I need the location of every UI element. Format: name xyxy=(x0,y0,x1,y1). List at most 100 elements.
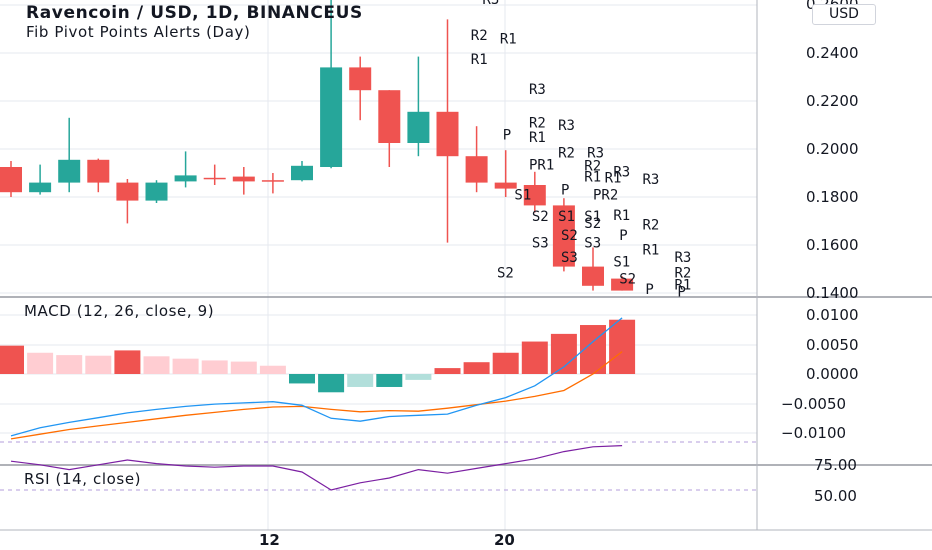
candle-body xyxy=(407,111,430,143)
pivot-label: S2 xyxy=(584,216,601,232)
pivot-label: R3 xyxy=(529,82,546,98)
candle-body xyxy=(378,90,401,143)
pivot-label: R3 xyxy=(482,0,499,8)
pivot-label: R3 xyxy=(674,250,691,266)
pivot-label: R2 xyxy=(471,28,488,44)
pivot-label: S1 xyxy=(584,209,601,225)
macd-series xyxy=(0,317,636,440)
macd-histogram-bar xyxy=(405,374,432,380)
macd-histogram-bar xyxy=(172,358,199,374)
price-tick-label: 0.1400 xyxy=(806,284,859,302)
macd-histogram-bar xyxy=(85,355,112,374)
macd-tick-label: 0.0050 xyxy=(806,336,859,354)
pivot-label: S2 xyxy=(532,209,549,225)
macd-tick-label: −0.0100 xyxy=(781,424,846,442)
pivot-label: R1 xyxy=(605,171,622,187)
macd-histogram-bar xyxy=(521,341,548,374)
pivot-label: R1 xyxy=(674,277,691,293)
pivot-label: P xyxy=(561,183,569,199)
time-tick-label: 12 xyxy=(259,531,280,549)
macd-histogram-bar xyxy=(56,355,83,374)
macd-line xyxy=(10,317,623,437)
pivot-label: R1 xyxy=(584,169,601,185)
macd-histogram-bar xyxy=(434,368,461,374)
currency-button[interactable]: USD xyxy=(812,4,876,25)
axes: 0.26000.24000.22000.20000.18000.16000.14… xyxy=(259,0,859,549)
macd-tick-label: −0.0050 xyxy=(781,395,846,413)
time-tick-label: 20 xyxy=(494,531,515,549)
candle-body xyxy=(203,177,226,180)
pivot-label: R3 xyxy=(642,172,659,188)
pivot-label: R1 xyxy=(471,52,488,68)
macd-histogram-bar xyxy=(27,352,54,374)
pivot-label: R1 xyxy=(500,31,517,47)
price-tick-label: 0.1800 xyxy=(806,188,859,206)
candle-body xyxy=(232,176,255,182)
macd-histogram-bar xyxy=(376,374,403,387)
pivot-label: P xyxy=(503,127,511,143)
macd-histogram-bar xyxy=(609,319,636,374)
candle-body xyxy=(582,266,604,286)
macd-histogram-bar xyxy=(201,360,228,374)
macd-histogram-bar xyxy=(114,350,141,374)
rsi-tick-label: 50.00 xyxy=(814,487,857,505)
candle-body xyxy=(87,159,110,183)
pivot-label: S1 xyxy=(613,255,630,271)
candle-body xyxy=(465,156,488,183)
pivot-labels: R3R2R1R1R3R2R3PR1R2R3PR1R2R1R3R1R3PS1PR2… xyxy=(471,0,692,301)
pivot-label: P xyxy=(619,228,627,244)
pivot-label: R2 xyxy=(674,265,691,281)
pivot-label: R2 xyxy=(584,159,601,175)
macd-histogram-bar xyxy=(289,374,315,384)
chart-title: Ravencoin / USD, 1D, BINANCEUS xyxy=(26,3,363,23)
candle-body xyxy=(291,165,313,181)
candle-body xyxy=(116,182,139,201)
candle-body xyxy=(320,67,343,167)
candle-body xyxy=(0,167,22,193)
pivot-label: S2 xyxy=(561,228,578,244)
pivot-label: PR1 xyxy=(529,157,554,173)
macd-histogram-bar xyxy=(318,374,345,393)
pivot-label: R2 xyxy=(642,217,659,233)
pivot-label: R1 xyxy=(642,243,659,259)
pivot-label: S2 xyxy=(497,265,514,281)
price-tick-label: 0.2400 xyxy=(806,44,859,62)
pivot-label: R3 xyxy=(613,165,630,181)
candle-body xyxy=(174,175,197,182)
pivot-label: R3 xyxy=(558,118,575,134)
candle-body xyxy=(58,159,81,183)
pivot-label: S2 xyxy=(619,271,636,287)
rsi-label: RSI (14, close) xyxy=(24,470,142,488)
price-tick-label: 0.2000 xyxy=(806,140,859,158)
pivot-label: R1 xyxy=(529,130,546,146)
macd-histogram-bar xyxy=(550,333,577,374)
price-tick-label: 0.1600 xyxy=(806,236,859,254)
pivot-label: R1 xyxy=(613,208,630,224)
candlestick-series xyxy=(0,0,634,291)
macd-histogram-bar xyxy=(0,345,24,374)
pivot-label: P xyxy=(677,285,685,301)
rsi-series xyxy=(0,441,757,491)
candle-body xyxy=(349,67,372,91)
pivot-label: S3 xyxy=(561,250,578,266)
macd-signal-line xyxy=(10,351,623,440)
candle-body xyxy=(436,111,459,157)
pivot-label: PR2 xyxy=(593,187,618,203)
pivot-label: S1 xyxy=(514,187,531,203)
macd-histogram-bar xyxy=(143,356,170,374)
pivot-label: S3 xyxy=(532,235,549,251)
macd-histogram-bar xyxy=(230,361,257,374)
candle-body xyxy=(494,182,517,189)
grid-lines xyxy=(0,0,932,531)
candle-body xyxy=(523,185,546,206)
rsi-tick-label: 75.00 xyxy=(814,456,857,474)
candle-body xyxy=(552,205,575,267)
candle-body xyxy=(611,278,634,291)
pivot-label: R2 xyxy=(558,145,575,161)
pivot-label: R3 xyxy=(587,145,604,161)
macd-tick-label: 0.0100 xyxy=(806,306,859,324)
indicator-subtitle: Fib Pivot Points Alerts (Day) xyxy=(26,23,251,41)
rsi-line xyxy=(10,445,623,491)
pivot-label: P xyxy=(645,282,653,298)
